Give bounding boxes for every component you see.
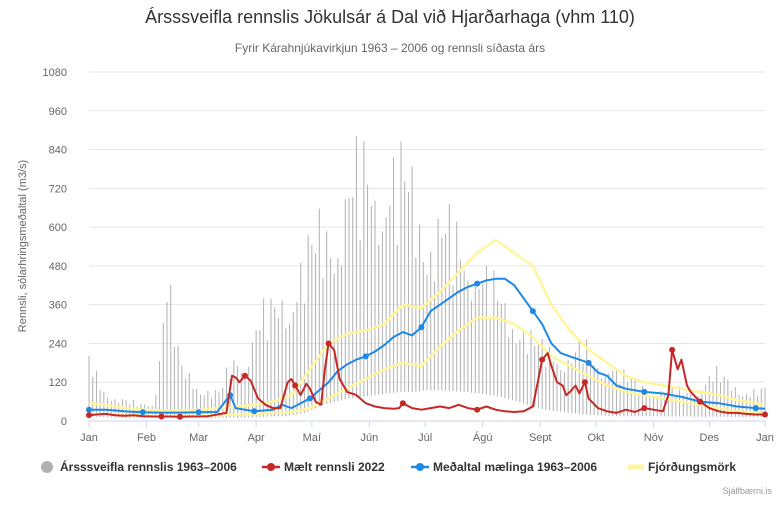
measured-point — [86, 412, 92, 419]
y-axis-label: Rennsli, sólarhringsmeðaltal (m3/s) — [17, 160, 29, 332]
y-tick-label: 840 — [49, 145, 67, 157]
mean-point — [641, 388, 648, 395]
y-axis-ticks: 0 120 240 360 480 600 720 840 960 1080 — [43, 67, 67, 428]
x-axis-ticks: Jan Feb Mar Apr Maí Jún Júl Ágú Sept Okt Nóv Des Jan — [80, 420, 774, 444]
y-tick-label: 960 — [49, 106, 67, 118]
legend-item-range[interactable]: Ársssveifla rennslis 1963–2006 — [41, 459, 237, 474]
x-tick-label: Jan — [756, 432, 774, 444]
legend-measured-label: Mælt rennsli 2022 — [284, 460, 385, 474]
legend-item-mean[interactable]: Meðaltal mælinga 1963–2006 — [411, 460, 597, 474]
grid-lines — [89, 71, 765, 422]
mean-point — [752, 405, 759, 412]
mean-point — [195, 409, 202, 416]
x-tick-label: Maí — [303, 432, 321, 444]
measured-point — [399, 400, 406, 407]
legend-item-measured[interactable]: Mælt rennsli 2022 — [262, 460, 385, 474]
range-bars — [88, 136, 766, 418]
measured-line — [88, 342, 765, 418]
legend: Ársssveifla rennslis 1963–2006 Mælt renn… — [41, 459, 736, 474]
y-tick-label: 360 — [49, 300, 67, 312]
y-tick-label: 240 — [49, 338, 67, 350]
y-tick-label: 120 — [49, 377, 67, 389]
legend-mean-marker — [416, 463, 424, 471]
mean-point — [307, 395, 313, 402]
measured-point — [177, 413, 183, 420]
x-tick-label: Sept — [529, 432, 552, 444]
x-tick-label: Mar — [189, 432, 208, 444]
legend-quartiles-label: Fjórðungsmörk — [648, 460, 736, 474]
chart-title: Ársssveifla rennslis Jökulsár á Dal við … — [145, 7, 635, 27]
legend-range-label: Ársssveifla rennslis 1963–2006 — [60, 459, 237, 474]
x-tick-label: Apr — [248, 432, 265, 444]
x-tick-label: Júl — [418, 432, 432, 444]
x-tick-label: Jún — [361, 432, 379, 444]
x-tick-label: Jan — [80, 432, 98, 444]
mean-point — [474, 280, 481, 287]
mean-point — [529, 308, 536, 315]
legend-item-quartiles[interactable]: Fjórðungsmörk — [628, 460, 736, 474]
credit-text: Sjálfbærni.is — [722, 486, 772, 496]
mean-point — [418, 324, 425, 331]
measured-series — [86, 340, 768, 420]
y-tick-label: 0 — [61, 416, 67, 428]
measured-point — [242, 372, 248, 379]
mean-point — [251, 408, 258, 415]
measured-point — [581, 379, 588, 386]
y-tick-label: 600 — [49, 222, 67, 234]
mean-point — [86, 406, 92, 413]
legend-measured-marker — [267, 463, 275, 471]
measured-point — [325, 340, 332, 347]
mean-point — [139, 409, 146, 416]
x-tick-label: Feb — [137, 432, 156, 444]
legend-range-symbol — [41, 461, 53, 473]
measured-point — [158, 413, 165, 420]
x-tick-label: Ágú — [473, 431, 493, 444]
quartile-upper-line — [88, 238, 766, 412]
y-tick-label: 720 — [49, 183, 67, 195]
mean-series — [86, 277, 766, 416]
x-tick-label: Nóv — [644, 432, 664, 444]
measured-point — [641, 405, 648, 412]
measured-point — [292, 382, 299, 389]
mean-point — [585, 359, 592, 366]
measured-point — [762, 411, 768, 418]
measured-point — [474, 406, 481, 413]
measured-point — [669, 346, 676, 353]
y-tick-label: 1080 — [43, 67, 67, 79]
measured-point — [539, 356, 546, 363]
x-tick-label: Des — [700, 432, 720, 444]
y-tick-label: 480 — [49, 261, 67, 273]
measured-point — [697, 398, 703, 405]
legend-mean-label: Meðaltal mælinga 1963–2006 — [433, 460, 597, 474]
chart-subtitle: Fyrir Kárahnjúkavirkjun 1963 – 2006 og r… — [235, 41, 545, 55]
x-tick-label: Okt — [587, 432, 604, 444]
mean-line — [89, 277, 766, 414]
mean-point — [362, 353, 369, 360]
